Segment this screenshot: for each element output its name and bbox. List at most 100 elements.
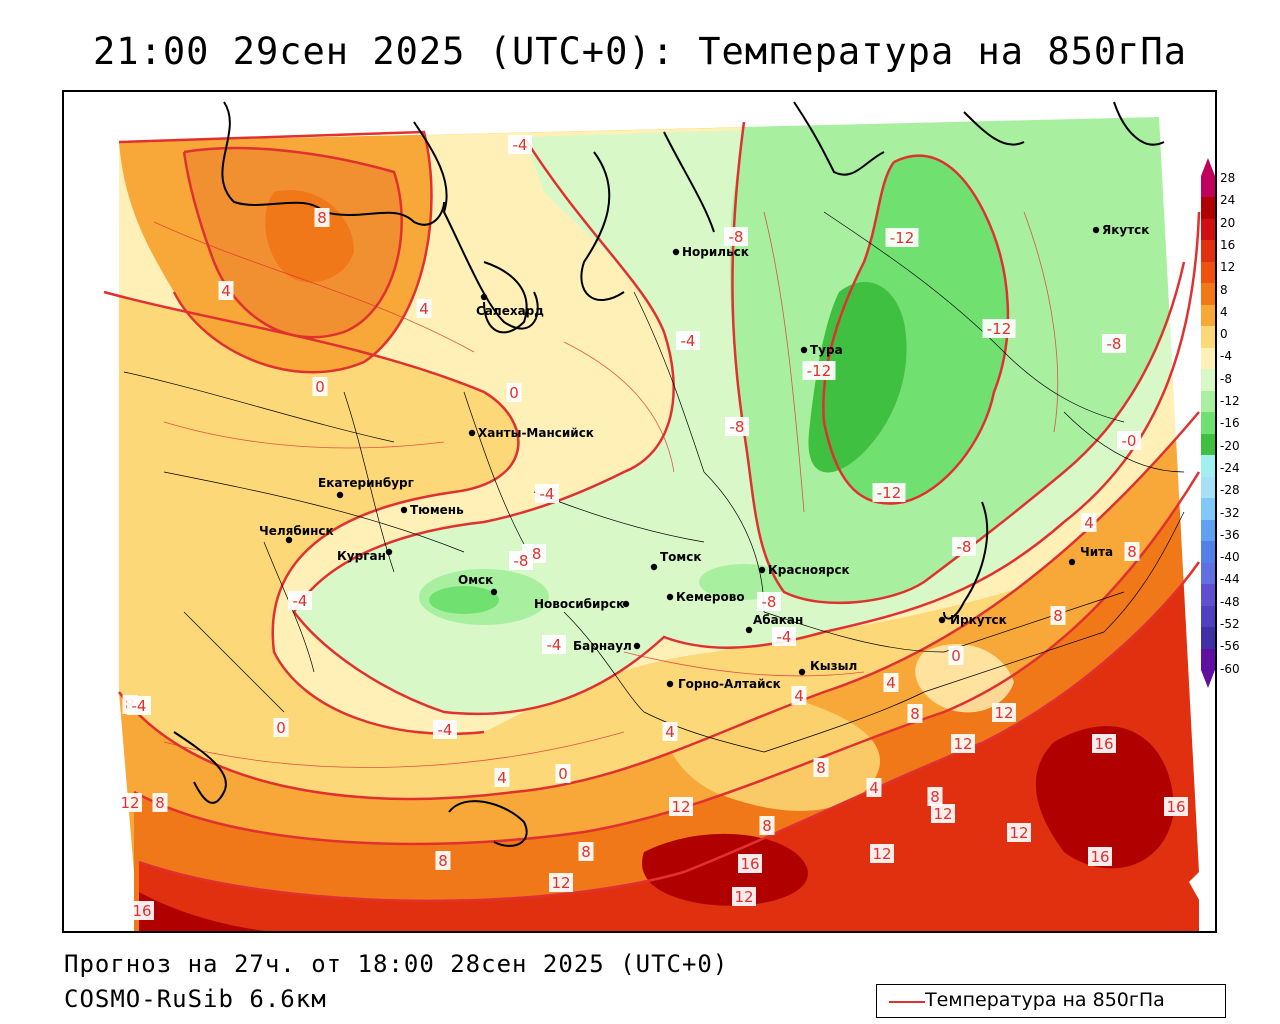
isotherm-label: 16 [1088,847,1112,866]
svg-text:-8: -8 [514,552,529,570]
city-label: Томск [660,550,702,564]
isotherm-label: -8 [757,592,781,611]
isotherm-label: -0 [1117,431,1141,450]
colorbar-swatch [1201,283,1215,306]
colorbar-swatch [1201,648,1215,671]
field-south-12 [139,562,1199,931]
svg-text:-12: -12 [877,484,902,502]
colorbar-tick-label: -8 [1220,371,1232,386]
isotherm-label: -8 [725,417,749,436]
svg-text:8: 8 [930,788,940,806]
svg-text:4: 4 [869,779,879,797]
city-label: Челябинск [259,524,334,538]
city-dot [400,506,408,514]
isotherm-label: 12 [118,793,142,812]
city-dot [468,429,476,437]
city-label: Тура [810,343,843,357]
city-label: Кызыл [810,659,857,673]
isotherm-label: 12 [669,797,693,816]
svg-text:-0: -0 [1122,432,1137,450]
city-dot [745,626,753,634]
svg-text:0: 0 [558,765,568,783]
city-label: Иркутск [950,613,1007,627]
colorbar-tick-label: 4 [1220,304,1228,319]
svg-text:-4: -4 [293,592,308,610]
isotherm-label: 4 [883,673,899,692]
city-7: Тюмень [400,503,464,517]
colorbar-swatch [1201,369,1215,392]
legend-label: Температура на 850гПа [925,989,1165,1011]
colorbar-swatch [1201,584,1215,607]
city-dot [666,593,674,601]
city-5: Ханты-Мансийск [468,426,594,440]
city-label: Екатеринбург [318,476,414,490]
colorbar-swatch [1201,197,1215,220]
colorbar-tick-label: -40 [1220,550,1240,565]
colorbar-swatch [1201,455,1215,478]
isotherm-label: 4 [662,722,678,741]
svg-text:-12: -12 [807,362,832,380]
colorbar-swatch [1201,627,1215,649]
svg-text:12: 12 [933,805,952,823]
model-name: COSMO-RuSib 6.6км [64,985,327,1013]
svg-text:-4: -4 [777,628,792,646]
city-dot [800,346,808,354]
isotherm-label: 8 [1124,542,1140,561]
city-dot [336,491,344,499]
colorbar-swatch [1201,476,1215,499]
city-15: Абакан [745,613,803,634]
city-label: Горно-Алтайск [678,677,781,691]
city-14: Красноярск [758,563,850,577]
isotherm-label: -12 [885,228,919,247]
colorbar-tick-label: -32 [1220,505,1240,520]
svg-text:12: 12 [120,794,139,812]
svg-text:-8: -8 [1107,335,1122,353]
isotherm-label: 16 [130,901,154,920]
isotherm-label: 16 [1092,734,1116,753]
svg-text:8: 8 [762,817,772,835]
colorbar-tick-label: -28 [1220,483,1240,498]
city-dot [666,680,674,688]
city-label: Салехард [476,304,544,318]
city-8: Челябинск [259,524,334,544]
colorbar-swatch [1201,605,1215,628]
svg-text:12: 12 [1009,824,1028,842]
colorbar-tick-label: -36 [1220,527,1240,542]
svg-text:12: 12 [953,735,972,753]
svg-text:0: 0 [509,384,519,402]
svg-text:8: 8 [1053,607,1063,625]
city-1: Норильск [672,245,749,259]
isotherm-label: 8 [813,758,829,777]
svg-text:-12: -12 [987,320,1012,338]
city-dot [622,600,630,608]
city-dot [490,588,498,596]
city-dot [1068,558,1076,566]
isotherm-label: -12 [802,361,836,380]
colorbar-swatch [1201,326,1215,349]
city-6: Екатеринбург [318,476,414,499]
field-south-16 [642,833,808,906]
svg-text:-12: -12 [890,229,915,247]
city-4: Тура [800,343,843,357]
isotherm-label: -4 [542,635,566,654]
city-markers: Норильск Якутск Салехард Тура Ханты-Мансийск… [259,223,1149,691]
svg-text:-8: -8 [729,228,744,246]
city-label: Барнаул [573,639,632,653]
isotherm-label: 0 [506,383,522,402]
isotherm-label: -4 [676,331,700,350]
isotherm-label: 8 [578,842,594,861]
colorbar-tick-label: 28 [1220,171,1236,185]
isotherm-label: 8 [907,704,923,723]
isotherm-label: 0 [555,764,571,783]
svg-text:-4: -4 [132,697,147,715]
isotherm-label: 12 [870,844,894,863]
city-label: Омск [458,573,493,587]
isotherm-label: -4 [772,627,796,646]
isotherm-label: 12 [951,734,975,753]
isotherm-label: -12 [982,319,1016,338]
city-17: Чита [1068,545,1113,566]
svg-text:4: 4 [419,300,429,318]
isotherm-label: -8 [952,537,976,556]
svg-text:0: 0 [951,647,961,665]
